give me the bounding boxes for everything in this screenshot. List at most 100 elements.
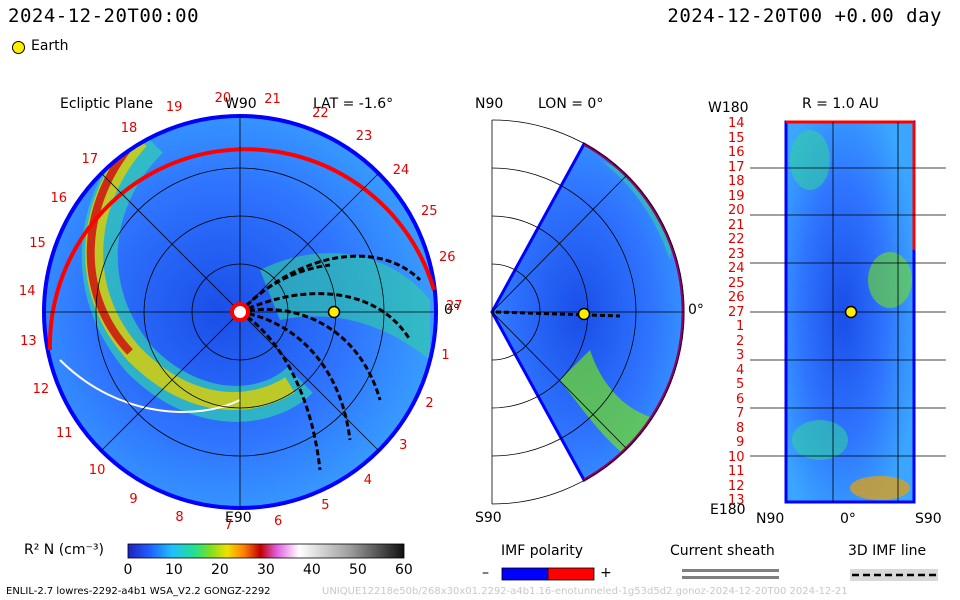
earth-meridional-marker-icon <box>577 307 591 321</box>
colorbar-tick-40: 40 <box>303 562 321 578</box>
ecliptic-tick-3: 3 <box>399 437 408 453</box>
ecliptic-tick-23: 23 <box>355 129 373 145</box>
ecliptic-tick-20: 20 <box>214 90 232 106</box>
meridional-imf-line <box>495 310 621 318</box>
colorbar-tick-30: 30 <box>257 562 275 578</box>
ecliptic-right-label: 0° <box>444 302 460 318</box>
ecliptic-tick-10: 10 <box>88 463 106 479</box>
model-info: ENLIL-2.7 lowres-2292-a4b1 WSA_V2.2 GONG… <box>6 586 271 597</box>
colorbar <box>127 543 405 559</box>
radial-grid <box>750 122 946 502</box>
current-sheath-line-2 <box>682 576 779 579</box>
radial-y-label-5: 5 <box>736 377 745 392</box>
radial-y-label-13: 13 <box>728 493 745 508</box>
ecliptic-tick-14: 14 <box>18 284 36 300</box>
ecliptic-boundary-red <box>47 147 436 351</box>
radial-bottom-left-label: E180 <box>710 502 746 518</box>
ecliptic-tick-6: 6 <box>274 513 283 529</box>
radial-y-label-22: 22 <box>728 232 745 247</box>
earth-ecliptic-marker-icon <box>327 305 341 319</box>
radial-top-left-label: W180 <box>708 100 749 116</box>
ecliptic-tick-24: 24 <box>392 162 410 178</box>
ecliptic-tick-13: 13 <box>20 333 37 349</box>
ecliptic-tick-27: 27 <box>445 299 463 315</box>
imf-polarity-label: IMF polarity <box>501 543 584 559</box>
ecliptic-top-label: W90 <box>225 96 257 112</box>
ecliptic-tick-1: 1 <box>441 348 450 364</box>
right-datetime: 2024-12-20T00 +0.00 day <box>667 5 942 27</box>
radial-y-label-4: 4 <box>736 362 745 378</box>
radial-y-label-7: 7 <box>736 406 745 421</box>
imf-polarity-plus: + <box>600 565 612 581</box>
imf-line-3d-label: 3D IMF line <box>848 543 927 559</box>
earth-marker-icon <box>12 41 25 54</box>
ecliptic-tick-22: 22 <box>312 105 329 121</box>
colorbar-tick-20: 20 <box>211 562 229 578</box>
radial-y-label-17: 17 <box>728 159 745 175</box>
radial-x-label-s90: S90 <box>915 511 942 527</box>
ecliptic-tick-17: 17 <box>81 151 99 167</box>
ecliptic-tick-8: 8 <box>175 510 184 526</box>
ecliptic-tick-9: 9 <box>129 491 138 507</box>
meridional-lon-label: LON = 0° <box>538 96 604 112</box>
colorbar-tick-60: 60 <box>395 562 413 578</box>
radial-y-label-26: 26 <box>728 290 745 305</box>
radial-y-label-11: 11 <box>728 464 745 479</box>
radial-y-label-24: 24 <box>728 261 745 276</box>
radial-y-label-3: 3 <box>736 348 745 363</box>
radial-y-label-25: 25 <box>728 275 745 291</box>
ecliptic-plane-title: Ecliptic Plane <box>60 96 154 112</box>
imf-line-3d-swatch <box>850 569 938 581</box>
ecliptic-tick-15: 15 <box>29 235 46 251</box>
imf-polarity-negative-swatch <box>501 567 549 581</box>
watermark: UNIQUE12218e50b/268x30x01.2292-a4b1.16-e… <box>322 586 848 597</box>
radial-y-label-21: 21 <box>728 217 745 233</box>
ecliptic-tick-25: 25 <box>420 203 438 219</box>
radial-y-label-27: 27 <box>728 304 745 320</box>
radial-y-label-19: 19 <box>728 188 745 204</box>
radial-y-label-2: 2 <box>736 333 745 349</box>
ecliptic-tick-2: 2 <box>425 395 434 411</box>
sun-marker-icon <box>230 302 250 322</box>
ecliptic-tick-18: 18 <box>120 121 138 137</box>
radial-y-label-23: 23 <box>728 246 745 262</box>
ecliptic-tick-11: 11 <box>55 425 73 441</box>
meridional-bottom-label: S90 <box>475 510 502 526</box>
radial-y-label-14: 14 <box>728 116 745 131</box>
radial-y-label-6: 6 <box>736 391 745 407</box>
radial-r-label: R = 1.0 AU <box>802 96 879 112</box>
earth-legend-label: Earth <box>31 38 69 54</box>
radial-y-label-8: 8 <box>736 420 745 436</box>
radial-x-label-0: 0° <box>840 511 856 527</box>
ecliptic-tick-26: 26 <box>439 249 456 265</box>
meridional-top-label: N90 <box>475 96 504 112</box>
ecliptic-tick-12: 12 <box>32 381 50 397</box>
left-datetime: 2024-12-20T00:00 <box>8 5 200 27</box>
current-sheath-label: Current sheath <box>670 543 775 559</box>
radial-y-label-9: 9 <box>736 435 745 450</box>
ecliptic-tick-5: 5 <box>321 498 330 514</box>
radial-y-label-1: 1 <box>736 319 745 334</box>
earth-radial-marker-icon <box>844 305 858 319</box>
ecliptic-tick-4: 4 <box>363 472 373 488</box>
radial-y-label-16: 16 <box>728 145 745 160</box>
meridional-right-label: 0° <box>688 302 704 318</box>
radial-y-label-10: 10 <box>728 449 745 465</box>
colorbar-tick-0: 0 <box>123 562 133 578</box>
current-sheath-line-1 <box>682 569 779 572</box>
ecliptic-tick-21: 21 <box>264 92 281 108</box>
radial-y-label-12: 12 <box>728 478 745 494</box>
ecliptic-lat-label: LAT = -1.6° <box>313 96 394 112</box>
ecliptic-tick-7: 7 <box>224 517 233 533</box>
colorbar-label: R² N (cm⁻³) <box>24 542 104 558</box>
ecliptic-tick-16: 16 <box>50 190 68 206</box>
radial-y-label-18: 18 <box>728 174 745 189</box>
radial-y-label-15: 15 <box>728 130 745 146</box>
radial-x-label-n90: N90 <box>756 511 785 527</box>
radial-y-label-20: 20 <box>728 203 745 218</box>
imf-polarity-positive-swatch <box>547 567 595 581</box>
colorbar-tick-50: 50 <box>349 562 367 578</box>
ecliptic-bottom-label: E90 <box>225 510 252 526</box>
imf-polarity-minus: – <box>482 565 489 581</box>
